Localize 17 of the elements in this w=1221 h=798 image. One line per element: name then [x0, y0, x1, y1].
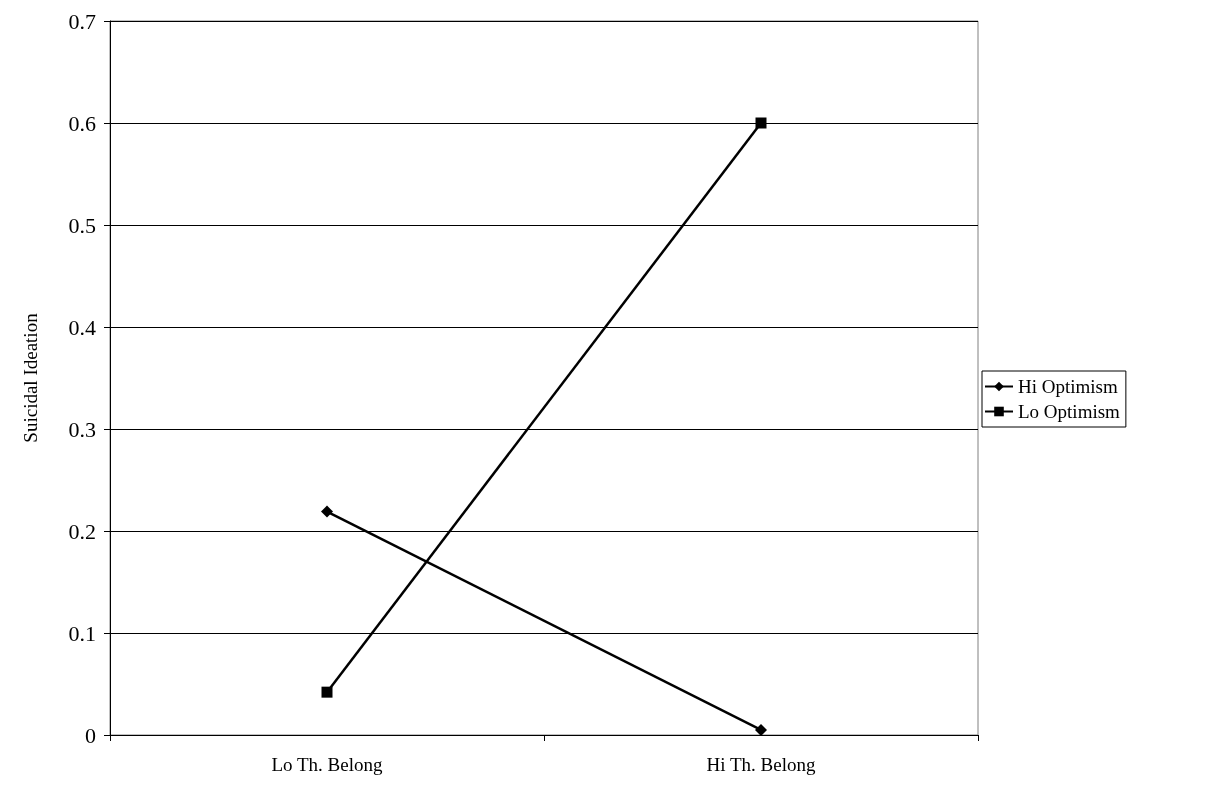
y-tick-label: 0.6	[68, 110, 96, 136]
y-tick-label: 0	[85, 722, 96, 748]
point	[321, 686, 333, 698]
legend-label: Lo Optimism	[1018, 401, 1121, 422]
y-tick-label: 0.3	[68, 416, 96, 442]
y-tick-label: 0.4	[68, 314, 96, 340]
legend-label: Hi Optimism	[1018, 376, 1118, 397]
x-tick-label: Hi Th. Belong	[706, 754, 816, 775]
x-tick-label: Lo Th. Belong	[271, 754, 383, 775]
point	[755, 723, 767, 736]
point	[321, 505, 333, 518]
y-tick-label: 0.2	[68, 518, 96, 544]
y-tick-label: 0.5	[68, 212, 96, 238]
y-tick-label: 0.1	[68, 620, 96, 646]
y-axis-title: Suicidal Ideation	[20, 312, 41, 443]
y-tick-label: 0.7	[68, 8, 96, 34]
point	[755, 117, 767, 129]
